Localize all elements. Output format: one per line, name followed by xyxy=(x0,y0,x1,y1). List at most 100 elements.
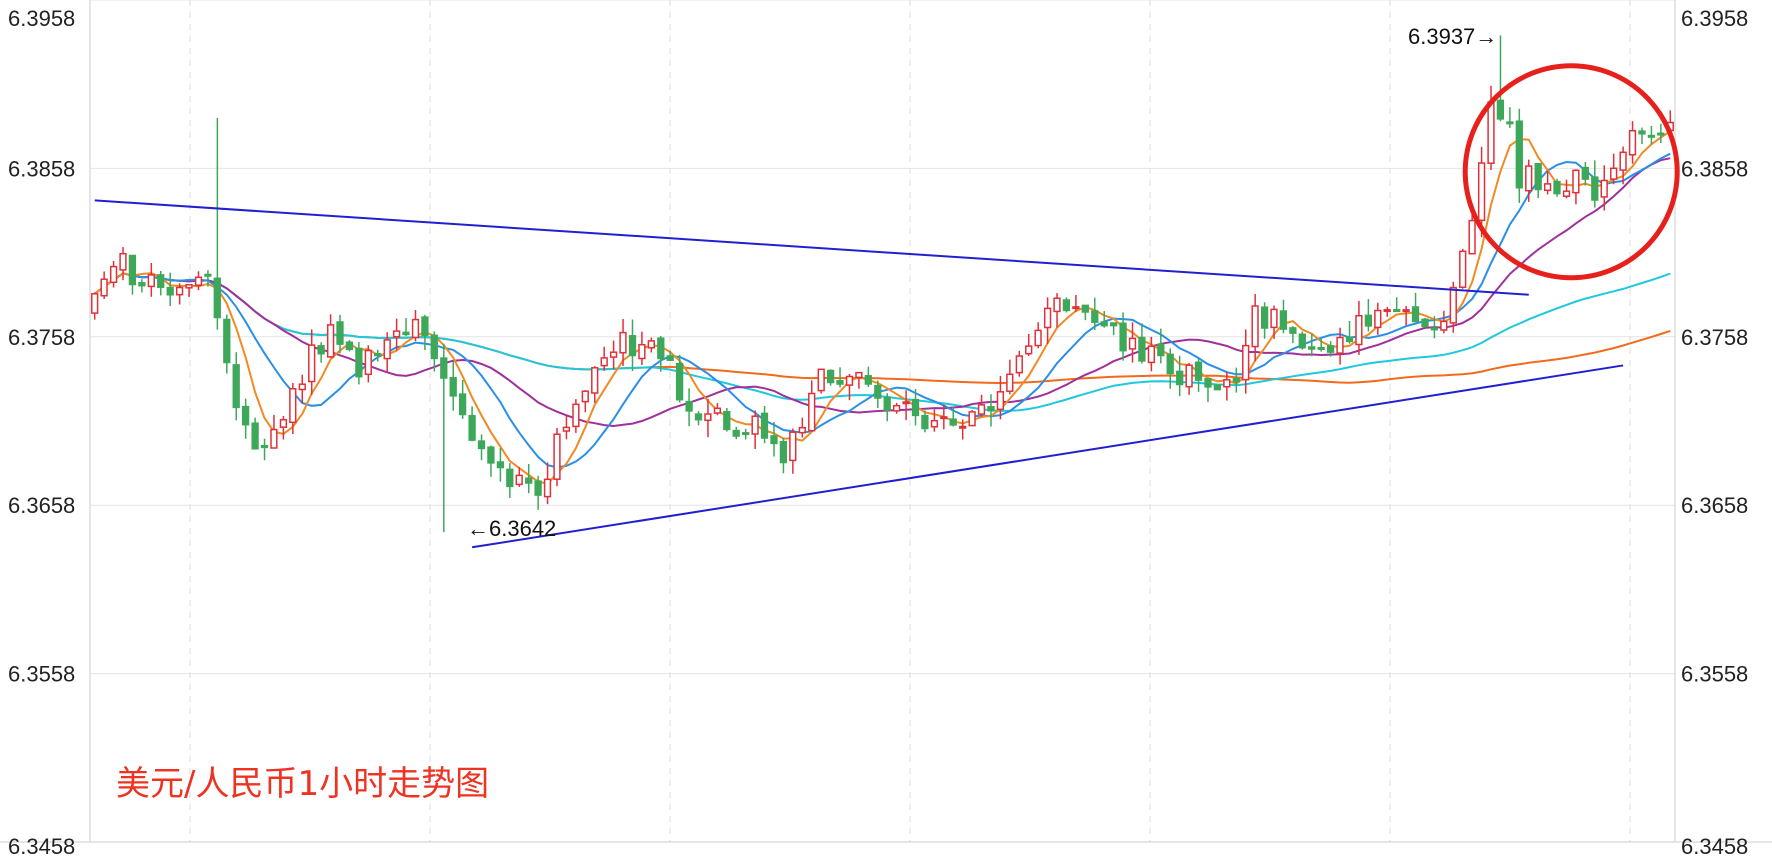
candle-body xyxy=(732,429,740,437)
y-tick-label-left: 6.3458 xyxy=(8,834,75,859)
candle xyxy=(1166,348,1174,389)
candle xyxy=(1628,121,1637,164)
candle xyxy=(1091,297,1099,330)
candle-body xyxy=(657,337,665,360)
candle-body xyxy=(336,321,344,345)
candle xyxy=(1600,165,1608,211)
candle xyxy=(1025,333,1033,357)
candle xyxy=(543,462,552,505)
candle xyxy=(1336,327,1344,365)
candle xyxy=(392,318,401,351)
ma5-line xyxy=(94,130,1671,485)
candle-body xyxy=(1015,355,1023,374)
candle xyxy=(1279,299,1288,334)
candle-body xyxy=(440,357,448,379)
candle-body xyxy=(742,432,750,436)
candle xyxy=(440,343,448,533)
candle xyxy=(1270,305,1278,339)
candle xyxy=(308,329,316,395)
candle xyxy=(345,340,354,352)
candle xyxy=(166,272,174,306)
candle-body xyxy=(1128,337,1137,350)
candle-body xyxy=(430,334,438,360)
candle xyxy=(883,393,891,422)
candle-body xyxy=(1553,180,1561,195)
candle-body xyxy=(1232,378,1240,383)
candle xyxy=(619,318,627,366)
candle xyxy=(1062,297,1071,313)
candle-body xyxy=(1657,132,1665,136)
candle xyxy=(977,394,986,417)
candle-body xyxy=(1562,190,1571,197)
candle xyxy=(949,407,957,427)
candle-body xyxy=(1270,308,1278,329)
candle-body xyxy=(713,407,722,414)
candle xyxy=(1657,123,1665,144)
candle xyxy=(449,361,457,411)
candle xyxy=(1326,341,1335,357)
candle-body xyxy=(147,274,155,288)
candle-body xyxy=(836,380,844,385)
candle-body xyxy=(1628,129,1637,156)
y-tick-label-left: 6.3658 xyxy=(8,493,75,518)
candle-body xyxy=(1440,320,1448,331)
candle xyxy=(1411,292,1420,323)
candle xyxy=(1572,169,1580,205)
candle-body xyxy=(326,324,335,358)
candle-body xyxy=(1242,344,1250,381)
trendline-support xyxy=(471,364,1624,549)
candle xyxy=(364,345,372,383)
candle-body xyxy=(1572,169,1580,194)
candle xyxy=(1128,322,1137,363)
candle xyxy=(232,352,240,421)
candle xyxy=(1204,378,1212,402)
candle-body xyxy=(1449,286,1457,324)
candle xyxy=(770,421,778,457)
candle-body xyxy=(892,404,901,412)
candle xyxy=(534,475,542,510)
candle-body xyxy=(374,353,382,357)
candle xyxy=(374,349,382,362)
candle xyxy=(581,390,589,413)
candle-body xyxy=(864,375,872,385)
candle xyxy=(1242,329,1250,394)
candle-body xyxy=(1025,345,1033,355)
candle-body xyxy=(779,440,788,464)
candle-body xyxy=(251,422,259,450)
candle xyxy=(1506,107,1514,128)
candle xyxy=(138,279,146,293)
candle xyxy=(1610,153,1618,185)
candle-body xyxy=(91,293,99,314)
candle-body xyxy=(119,252,127,271)
candle-body xyxy=(496,461,505,469)
candle-body xyxy=(468,414,476,441)
candle xyxy=(1459,248,1467,289)
candle xyxy=(185,284,193,298)
candle-body xyxy=(525,477,533,484)
candle xyxy=(1317,338,1325,352)
y-axis-labels-left: 6.3958 6.3858 6.3758 6.3658 6.3558 6.3458 xyxy=(8,6,75,859)
candle-body xyxy=(1459,250,1467,288)
candle xyxy=(109,260,118,288)
candle-body xyxy=(704,413,712,422)
candle-body xyxy=(421,316,429,337)
candle xyxy=(336,314,344,354)
candle xyxy=(1421,317,1429,328)
candle-body xyxy=(128,254,137,286)
candle xyxy=(647,337,655,353)
candle-body xyxy=(1081,304,1089,313)
candle-body xyxy=(996,391,1005,411)
candle-body xyxy=(260,444,269,449)
candle xyxy=(968,410,976,427)
candle-body xyxy=(1506,121,1514,125)
candle-body xyxy=(826,369,835,384)
candle-body xyxy=(1100,321,1108,327)
candle xyxy=(675,354,684,403)
candle-body xyxy=(506,468,514,488)
candle xyxy=(421,314,429,351)
candle-body xyxy=(855,371,863,379)
candle xyxy=(657,336,665,372)
candle-body xyxy=(138,282,146,287)
candle-body xyxy=(770,435,778,445)
candle-body xyxy=(902,401,910,405)
